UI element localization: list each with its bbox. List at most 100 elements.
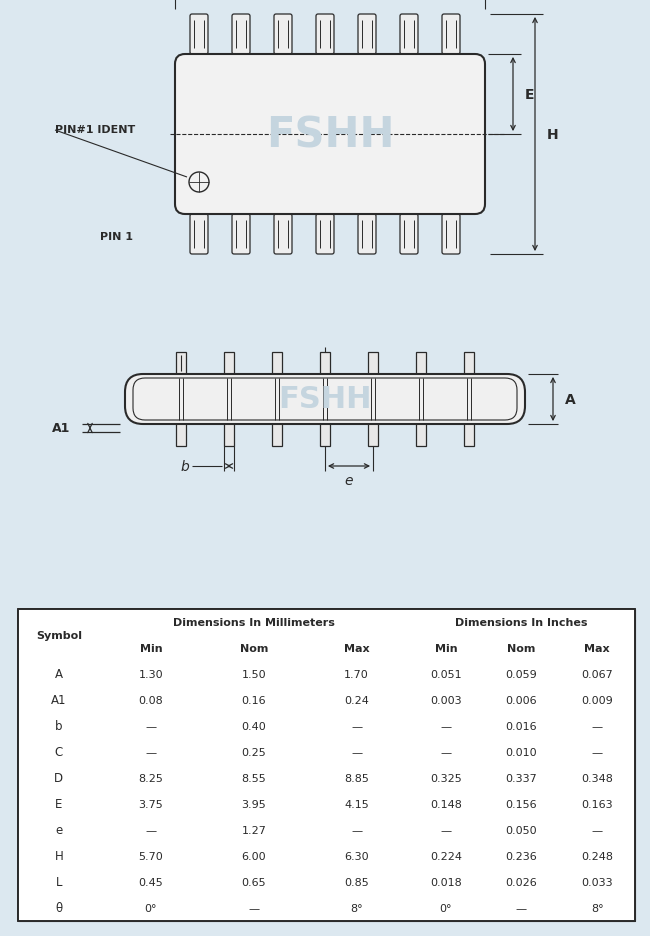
Text: E: E — [55, 797, 62, 811]
Text: 3.95: 3.95 — [241, 799, 266, 809]
Text: 0°: 0° — [145, 903, 157, 913]
Text: 0.067: 0.067 — [581, 669, 613, 680]
Text: Max: Max — [344, 643, 369, 653]
Text: 0.236: 0.236 — [506, 851, 538, 861]
Text: 0.016: 0.016 — [506, 722, 538, 731]
FancyBboxPatch shape — [400, 15, 418, 55]
Text: 0.25: 0.25 — [241, 747, 266, 757]
Text: Dimensions In Millimeters: Dimensions In Millimeters — [173, 618, 335, 627]
Text: A: A — [565, 392, 576, 406]
Text: —: — — [440, 826, 451, 835]
Text: 1.50: 1.50 — [241, 669, 266, 680]
Text: Min: Min — [435, 643, 457, 653]
FancyBboxPatch shape — [232, 15, 250, 55]
Text: 3.75: 3.75 — [138, 799, 163, 809]
Text: PIN 1: PIN 1 — [100, 232, 133, 241]
Text: 0.24: 0.24 — [344, 695, 369, 705]
FancyBboxPatch shape — [316, 15, 334, 55]
Text: Max: Max — [584, 643, 610, 653]
Text: 0.65: 0.65 — [241, 877, 266, 887]
Text: —: — — [592, 722, 603, 731]
Bar — [18, 609, 635, 921]
Text: —: — — [351, 747, 362, 757]
Text: —: — — [516, 903, 527, 913]
Text: 0.003: 0.003 — [430, 695, 461, 705]
Text: 0°: 0° — [439, 903, 452, 913]
Text: —: — — [351, 722, 362, 731]
FancyBboxPatch shape — [274, 15, 292, 55]
Text: e: e — [344, 474, 353, 488]
Text: —: — — [440, 722, 451, 731]
Bar — [272, 353, 282, 446]
FancyBboxPatch shape — [175, 55, 485, 214]
Bar — [176, 353, 186, 446]
Text: 0.325: 0.325 — [430, 773, 462, 783]
Text: b: b — [55, 720, 62, 733]
FancyBboxPatch shape — [232, 214, 250, 255]
Text: 0.010: 0.010 — [506, 747, 538, 757]
Bar — [368, 353, 378, 446]
Text: 0.050: 0.050 — [506, 826, 538, 835]
Text: 8°: 8° — [350, 903, 363, 913]
FancyBboxPatch shape — [274, 214, 292, 255]
Text: FSHH: FSHH — [278, 385, 372, 414]
Text: Min: Min — [140, 643, 162, 653]
Text: Symbol: Symbol — [36, 630, 82, 640]
Text: 8.25: 8.25 — [138, 773, 163, 783]
Text: 0.337: 0.337 — [506, 773, 538, 783]
Text: 0.348: 0.348 — [581, 773, 613, 783]
Text: 5.70: 5.70 — [138, 851, 163, 861]
FancyBboxPatch shape — [125, 374, 525, 425]
Text: H: H — [547, 128, 558, 142]
Text: θ: θ — [55, 901, 62, 914]
Text: 0.026: 0.026 — [506, 877, 538, 887]
Bar — [320, 353, 330, 446]
Text: 8.55: 8.55 — [241, 773, 266, 783]
FancyBboxPatch shape — [400, 214, 418, 255]
Text: b: b — [180, 460, 189, 474]
Text: 0.156: 0.156 — [506, 799, 538, 809]
Text: 4.15: 4.15 — [344, 799, 369, 809]
Text: —: — — [351, 826, 362, 835]
FancyBboxPatch shape — [358, 15, 376, 55]
Text: 0.006: 0.006 — [506, 695, 538, 705]
FancyBboxPatch shape — [190, 15, 208, 55]
Text: 0.059: 0.059 — [506, 669, 538, 680]
Text: 0.163: 0.163 — [581, 799, 613, 809]
Text: —: — — [146, 747, 157, 757]
Text: 0.224: 0.224 — [430, 851, 462, 861]
FancyBboxPatch shape — [442, 15, 460, 55]
Text: C: C — [55, 746, 63, 759]
Text: 0.051: 0.051 — [430, 669, 461, 680]
FancyBboxPatch shape — [442, 214, 460, 255]
Text: Dimensions In Inches: Dimensions In Inches — [455, 618, 588, 627]
Text: —: — — [146, 722, 157, 731]
Text: 0.40: 0.40 — [241, 722, 266, 731]
Text: A1: A1 — [51, 694, 66, 707]
Text: A: A — [55, 667, 63, 680]
Text: FSHH: FSHH — [266, 114, 395, 155]
Text: E: E — [525, 88, 534, 102]
Text: 0.85: 0.85 — [344, 877, 369, 887]
Text: Nom: Nom — [507, 643, 536, 653]
Text: 0.033: 0.033 — [581, 877, 613, 887]
Text: 0.08: 0.08 — [138, 695, 163, 705]
Text: 0.018: 0.018 — [430, 877, 462, 887]
Text: 1.27: 1.27 — [241, 826, 266, 835]
Text: PIN#1 IDENT: PIN#1 IDENT — [55, 124, 135, 135]
Text: 8.85: 8.85 — [344, 773, 369, 783]
Bar — [464, 353, 474, 446]
Text: Nom: Nom — [240, 643, 268, 653]
Text: 0.248: 0.248 — [581, 851, 613, 861]
Text: H: H — [55, 850, 63, 863]
FancyBboxPatch shape — [190, 214, 208, 255]
Text: 0.009: 0.009 — [581, 695, 613, 705]
Text: A1: A1 — [51, 422, 70, 435]
Text: 6.30: 6.30 — [344, 851, 369, 861]
Text: D: D — [54, 771, 63, 784]
Text: 0.16: 0.16 — [241, 695, 266, 705]
Bar — [416, 353, 426, 446]
Text: —: — — [146, 826, 157, 835]
Bar — [224, 353, 234, 446]
Text: 0.45: 0.45 — [138, 877, 163, 887]
